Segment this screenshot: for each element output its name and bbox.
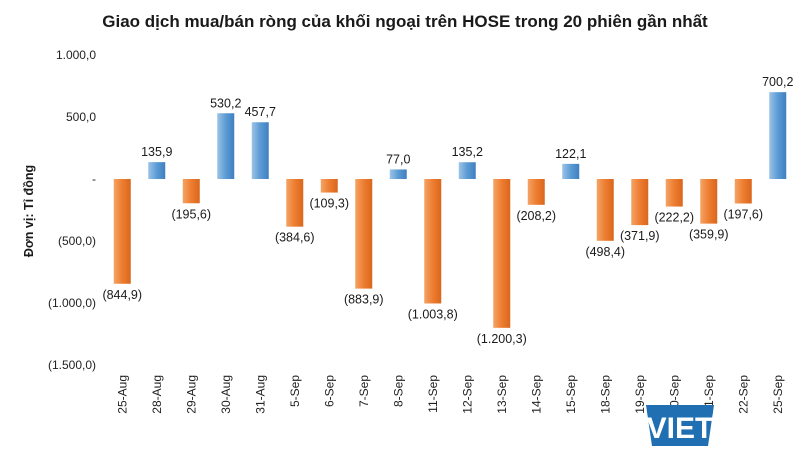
data-label: 135,2 <box>452 145 483 159</box>
data-label: (844,9) <box>102 288 142 302</box>
data-label: 135,9 <box>141 145 172 159</box>
x-tick-label: 15-Sep <box>564 375 578 414</box>
x-tick-label: 6-Sep <box>322 375 336 407</box>
data-label: (1.200,3) <box>477 332 527 346</box>
data-label: 122,1 <box>555 147 586 161</box>
bar-25-Aug <box>113 179 131 284</box>
data-label: (498,4) <box>585 245 625 259</box>
bar-30-Aug <box>217 113 235 179</box>
x-tick-label: 11-Sep <box>426 375 440 413</box>
x-tick-label: 21-Sep <box>702 375 716 414</box>
bar-12-Sep <box>458 162 476 179</box>
data-label: (384,6) <box>275 231 315 245</box>
y-axis-ticks: 1.000,0 500,0 - (500,0) (1.000,0) (1.500,0) <box>48 48 96 372</box>
data-label: (371,9) <box>620 229 660 243</box>
bar-15-Sep <box>562 163 580 179</box>
bar-20-Sep <box>665 179 683 207</box>
data-label: (359,9) <box>689 228 729 242</box>
x-tick-label: 12-Sep <box>460 375 474 414</box>
bar-22-Sep <box>734 179 752 204</box>
data-label: (197,6) <box>723 208 763 222</box>
bar-6-Sep <box>320 179 338 193</box>
data-label: (208,2) <box>516 209 556 223</box>
data-label: 530,2 <box>210 96 241 110</box>
x-tick-label: 29-Aug <box>184 375 198 414</box>
y-axis-label: Đơn vị: Tỉ đồng <box>22 165 36 257</box>
x-tick-label: 28-Aug <box>150 375 164 414</box>
bar-8-Sep <box>389 169 407 179</box>
y-tick-label: - <box>92 172 96 186</box>
bar-7-Sep <box>355 179 373 289</box>
x-tick-label: 7-Sep <box>357 375 371 407</box>
bar-21-Sep <box>700 179 718 224</box>
bar-28-Aug <box>148 162 166 179</box>
x-tick-label: 13-Sep <box>495 375 509 414</box>
y-tick-label: 1.000,0 <box>56 48 96 62</box>
data-label: (1.003,8) <box>408 307 458 321</box>
data-label: 457,7 <box>245 105 276 119</box>
bar-13-Sep <box>493 179 511 328</box>
watermark-url: www.viettimes.vn <box>744 443 810 453</box>
bar-14-Sep <box>527 179 545 205</box>
bar-25-Sep <box>769 92 787 179</box>
bar-19-Sep <box>631 179 649 226</box>
viettimes-watermark: VIET TIMES www.viettimes.vn <box>646 405 810 453</box>
x-tick-label: 30-Aug <box>219 375 233 414</box>
bar-29-Aug <box>182 179 200 204</box>
bar-31-Aug <box>251 122 269 179</box>
bar-5-Sep <box>286 179 304 227</box>
watermark-brand-right: TIMES <box>716 408 810 448</box>
x-tick-label: 25-Sep <box>771 375 785 414</box>
data-label: (109,3) <box>309 197 349 211</box>
y-tick-label: (1.500,0) <box>48 358 96 372</box>
bar-series <box>113 92 787 328</box>
data-label: 77,0 <box>386 152 410 166</box>
bar-11-Sep <box>424 179 442 304</box>
x-tick-label: 25-Aug <box>115 375 129 414</box>
x-axis-ticks: 25-Aug 28-Aug 29-Aug 30-Aug 31-Aug 5-Sep 6-Sep… <box>115 375 785 414</box>
data-label: 700,2 <box>762 75 793 89</box>
x-tick-label: 19-Sep <box>633 375 647 414</box>
watermark-brand-left: VIET <box>647 412 714 445</box>
y-tick-label: (500,0) <box>58 234 96 248</box>
bar-18-Sep <box>596 179 614 241</box>
data-label: (195,6) <box>171 207 211 221</box>
watermark-badge-shape <box>646 405 714 446</box>
x-tick-label: 31-Aug <box>253 375 267 414</box>
y-tick-label: 500,0 <box>66 110 96 124</box>
x-tick-label: 20-Sep <box>667 375 681 414</box>
data-labels: (844,9) 135,9 (195,6) 530,2 457,7 (384,6) (109… <box>102 75 793 346</box>
chart-title: Giao dịch mua/bán ròng của khối ngoại tr… <box>102 12 708 31</box>
x-tick-label: 18-Sep <box>598 375 612 414</box>
x-tick-label: 8-Sep <box>391 375 405 407</box>
x-tick-label: 14-Sep <box>529 375 543 414</box>
data-label: (883,9) <box>344 293 384 307</box>
data-label: (222,2) <box>654 211 694 225</box>
x-tick-label: 22-Sep <box>736 375 750 414</box>
x-tick-label: 5-Sep <box>288 375 302 407</box>
y-tick-label: (1.000,0) <box>48 296 96 310</box>
